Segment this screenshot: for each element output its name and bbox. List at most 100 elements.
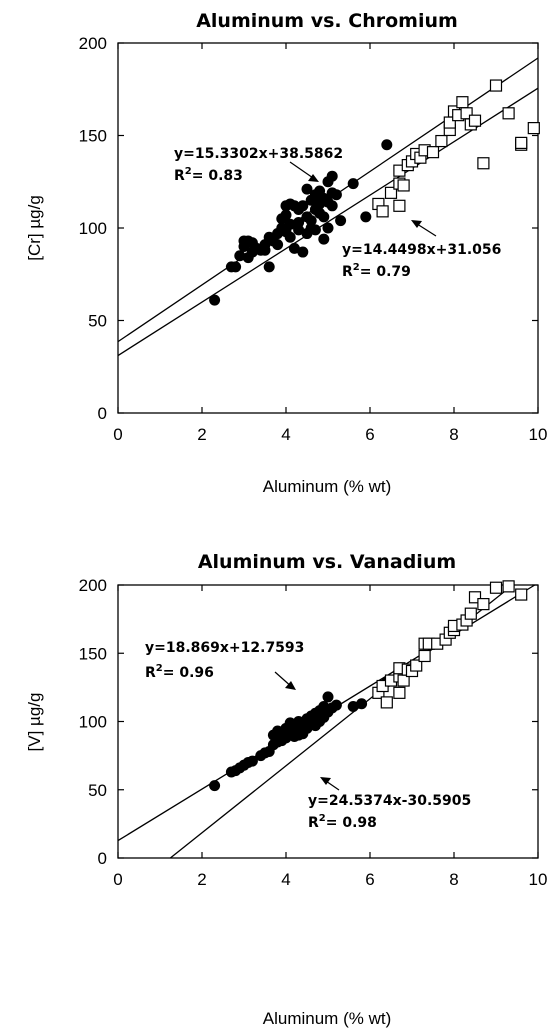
- data-point-square: [426, 146, 440, 159]
- data-point-circle: [318, 211, 330, 223]
- data-point-square: [376, 205, 389, 218]
- arrow-icon: [320, 777, 340, 791]
- data-point-square: [393, 199, 406, 212]
- data-point-square: [456, 96, 469, 109]
- data-point-square: [464, 607, 477, 620]
- data-point-square: [418, 649, 431, 663]
- fit-equation: y=18.869x+12.7593: [145, 640, 304, 656]
- data-point-square: [489, 581, 503, 594]
- data-point-circle: [356, 698, 368, 710]
- fit-equation: y=15.3302x+38.5862: [174, 146, 343, 162]
- x-tick-label: 2: [197, 425, 206, 444]
- data-point-square: [468, 114, 482, 127]
- data-point-circle: [209, 294, 221, 306]
- data-point-circle: [272, 725, 284, 737]
- fit-r2: R2= 0.79: [342, 262, 411, 280]
- data-point-square: [410, 659, 423, 672]
- x-axis-label: Aluminum (% wt): [263, 1009, 391, 1028]
- data-point-circle: [293, 729, 305, 741]
- data-point-circle: [330, 189, 342, 201]
- x-tick-label: 4: [281, 425, 290, 444]
- data-point-square: [397, 179, 410, 192]
- x-tick-label: 0: [113, 870, 122, 889]
- y-axis-label: [Cr] µg/g: [25, 195, 44, 261]
- data-point-circle: [263, 261, 275, 273]
- y-tick-label: 100: [79, 219, 107, 238]
- data-point-square: [527, 121, 540, 135]
- data-point-circle: [326, 200, 338, 212]
- fit-r2: R2= 0.98: [308, 813, 377, 831]
- data-point-square: [393, 686, 406, 699]
- data-points: [209, 580, 528, 792]
- data-point-square: [380, 696, 393, 709]
- data-point-square: [515, 136, 528, 149]
- chart-vanadium: Aluminum vs. Vanadium 0 2 4 6 8 1005010015020…: [25, 551, 547, 1028]
- x-tick-label: 0: [113, 425, 122, 444]
- data-point-square: [477, 598, 490, 611]
- data-point-square: [502, 580, 515, 593]
- data-point-square: [489, 79, 503, 92]
- data-point-square: [468, 591, 482, 604]
- arrow-icon: [289, 161, 319, 182]
- y-tick-label: 0: [98, 849, 107, 868]
- data-point-circle: [297, 246, 309, 258]
- chart-title: Aluminum vs. Vanadium: [198, 551, 456, 573]
- chart-title: Aluminum vs. Chromium: [196, 10, 458, 32]
- data-point-circle: [230, 261, 242, 273]
- data-point-circle: [335, 215, 347, 227]
- data-point-square: [502, 107, 515, 120]
- y-tick-label: 150: [79, 644, 107, 663]
- x-axis-label: Aluminum (% wt): [263, 477, 391, 496]
- y-axis-label: [V] µg/g: [25, 693, 44, 752]
- regression-line: [117, 87, 539, 357]
- data-point-circle: [322, 691, 334, 703]
- x-tick-label: 6: [365, 870, 374, 889]
- data-point-circle: [381, 139, 393, 151]
- data-point-circle: [360, 211, 372, 223]
- data-point-square: [435, 134, 448, 148]
- data-point-circle: [322, 222, 334, 234]
- y-tick-label: 200: [79, 34, 107, 53]
- x-tick-label: 2: [197, 870, 206, 889]
- data-point-circle: [297, 200, 309, 212]
- data-point-square: [384, 186, 398, 199]
- data-point-circle: [347, 700, 359, 712]
- data-point-circle: [318, 233, 330, 245]
- data-point-circle: [301, 183, 313, 195]
- y-tick-label: 50: [88, 781, 107, 800]
- data-point-circle: [272, 239, 284, 251]
- arrow-icon: [411, 220, 437, 237]
- data-point-circle: [284, 231, 296, 243]
- x-tick-label: 4: [281, 870, 290, 889]
- data-point-circle: [246, 755, 258, 767]
- fit-equation: y=24.5374x-30.5905: [308, 793, 471, 809]
- data-point-circle: [293, 224, 305, 236]
- y-tick-label: 150: [79, 127, 107, 146]
- data-point-circle: [209, 780, 221, 792]
- data-point-square: [477, 157, 490, 170]
- y-tick-label: 200: [79, 576, 107, 595]
- data-point-circle: [330, 699, 342, 711]
- data-point-circle: [326, 170, 338, 182]
- x-tick-label: 8: [449, 425, 458, 444]
- y-tick-label: 50: [88, 312, 107, 331]
- fit-equation: y=14.4498x+31.056: [342, 242, 501, 258]
- x-tick-label: 6: [365, 425, 374, 444]
- y-tick-label: 0: [98, 404, 107, 423]
- data-point-circle: [280, 728, 292, 740]
- x-tick-label: 10: [529, 870, 548, 889]
- fit-r2: R2= 0.83: [174, 166, 243, 184]
- data-point-circle: [259, 244, 271, 256]
- data-point-circle: [288, 242, 300, 254]
- data-point-circle: [280, 209, 292, 221]
- data-point-square: [515, 588, 528, 601]
- arrow-icon: [274, 671, 296, 690]
- y-tick-label: 100: [79, 713, 107, 732]
- data-point-circle: [305, 222, 317, 234]
- data-points: [209, 79, 540, 306]
- x-tick-label: 8: [449, 870, 458, 889]
- data-point-circle: [284, 218, 296, 230]
